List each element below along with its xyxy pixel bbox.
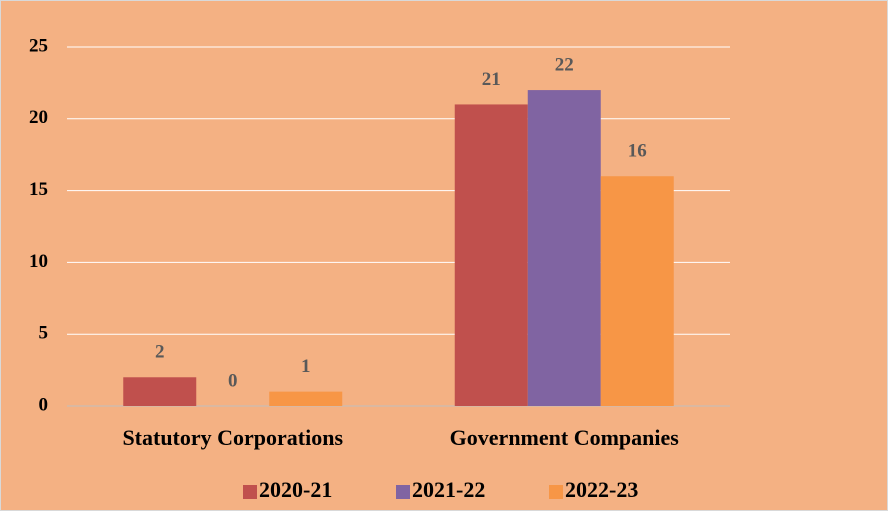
bar bbox=[454, 104, 528, 406]
y-tick-label: 0 bbox=[39, 394, 49, 415]
data-label: 2 bbox=[155, 342, 165, 363]
y-tick-label: 20 bbox=[29, 107, 48, 128]
legend-swatch bbox=[396, 485, 410, 499]
data-label: 16 bbox=[628, 141, 647, 162]
legend-swatch bbox=[549, 485, 563, 499]
bar bbox=[269, 391, 343, 406]
x-tick-label: Government Companies bbox=[450, 425, 680, 450]
y-tick-label: 10 bbox=[29, 251, 48, 272]
y-tick-label: 15 bbox=[29, 179, 48, 200]
legend-label: 2020-21 bbox=[259, 477, 332, 502]
legend-label: 2022-23 bbox=[565, 477, 638, 502]
bar bbox=[123, 377, 197, 406]
data-label: 0 bbox=[228, 370, 238, 391]
data-label: 21 bbox=[482, 69, 501, 90]
data-label: 22 bbox=[555, 54, 574, 75]
y-tick-label: 25 bbox=[29, 35, 48, 56]
legend-swatch bbox=[243, 485, 257, 499]
x-tick-label: Statutory Corporations bbox=[122, 425, 343, 450]
y-tick-label: 5 bbox=[39, 323, 49, 344]
bar bbox=[527, 90, 601, 406]
data-label: 1 bbox=[301, 356, 311, 377]
legend-label: 2021-22 bbox=[412, 477, 485, 502]
bar bbox=[600, 176, 674, 406]
